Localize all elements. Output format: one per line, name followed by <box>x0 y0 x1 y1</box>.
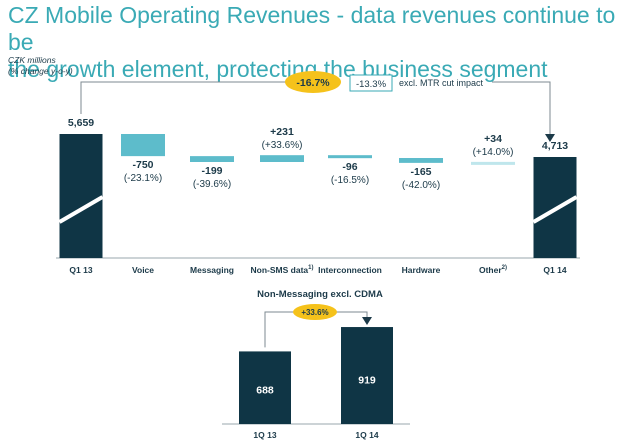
change-badge-label: -16.7% <box>296 77 330 89</box>
tick-label: Non-SMS data1) <box>251 265 314 275</box>
data-label-value: 4,713 <box>542 140 568 152</box>
small-tick-label: 1Q 13 <box>253 430 276 440</box>
data-label-pct: (-39.6%) <box>193 179 231 190</box>
small-bracket-right <box>335 311 368 318</box>
title-line-2: the growth element, protecting the busin… <box>8 56 548 82</box>
data-label-pct: (-16.5%) <box>331 175 369 186</box>
data-label-value: +34 <box>484 133 502 145</box>
change-badge <box>285 71 341 93</box>
excl-label: excl. MTR cut impact <box>399 78 484 88</box>
small-data-label: 688 <box>256 385 274 397</box>
data-label-value: -165 <box>410 166 431 178</box>
unit-line-2: (% change y-o-y) <box>8 66 73 76</box>
data-label-value: +231 <box>270 126 294 138</box>
data-label-value: -750 <box>132 159 153 171</box>
bar-messaging <box>190 156 234 162</box>
small-bar-1q-14 <box>341 327 393 424</box>
data-label-value: 5,659 <box>68 117 94 129</box>
change-bracket-left <box>80 81 290 114</box>
bar-voice <box>121 134 165 157</box>
small-arrow-icon <box>362 317 372 325</box>
page-title: CZ Mobile Operating Revenues - data reve… <box>8 2 638 83</box>
bar-hardware <box>399 158 443 163</box>
tick-label: Q1 14 <box>543 265 566 275</box>
tick-label: Other2) <box>479 265 507 275</box>
bar-other <box>471 161 515 165</box>
excl-box <box>349 74 393 92</box>
small-bracket-left <box>264 311 295 348</box>
small-bar-1q-13 <box>239 351 291 424</box>
small-change-label: +33.6% <box>301 308 328 317</box>
unit-line-1: CZK millions <box>8 55 56 65</box>
bar-non-sms-data <box>260 155 304 162</box>
axis-break-mark <box>532 195 578 224</box>
tick-label: Messaging <box>190 265 234 275</box>
small-change-badge <box>293 304 337 320</box>
small-data-label: 919 <box>358 374 376 386</box>
change-bracket-right <box>492 81 551 134</box>
data-label-pct: (+14.0%) <box>473 147 514 158</box>
tick-label: Voice <box>132 265 154 275</box>
change-arrow-icon <box>545 134 555 142</box>
tick-label: Q1 13 <box>69 265 92 275</box>
data-label-pct: (+33.6%) <box>262 140 303 151</box>
axis-break-mark <box>58 195 104 224</box>
excl-value: -13.3% <box>356 79 387 90</box>
data-label-value: -96 <box>342 161 357 173</box>
title-line-1: CZ Mobile Operating Revenues - data reve… <box>8 2 616 55</box>
data-label-value: -199 <box>201 165 222 177</box>
small-chart-title: Non-Messaging excl. CDMA <box>257 289 383 300</box>
bar-q1-13 <box>59 134 103 258</box>
small-tick-label: 1Q 14 <box>355 430 378 440</box>
data-label-pct: (-23.1%) <box>124 173 162 184</box>
tick-label: Interconnection <box>318 265 382 275</box>
data-label-pct: (-42.0%) <box>402 180 440 191</box>
unit-label: CZK millions (% change y-o-y) <box>8 55 73 77</box>
bar-interconnection <box>328 155 372 159</box>
tick-label: Hardware <box>402 265 441 275</box>
